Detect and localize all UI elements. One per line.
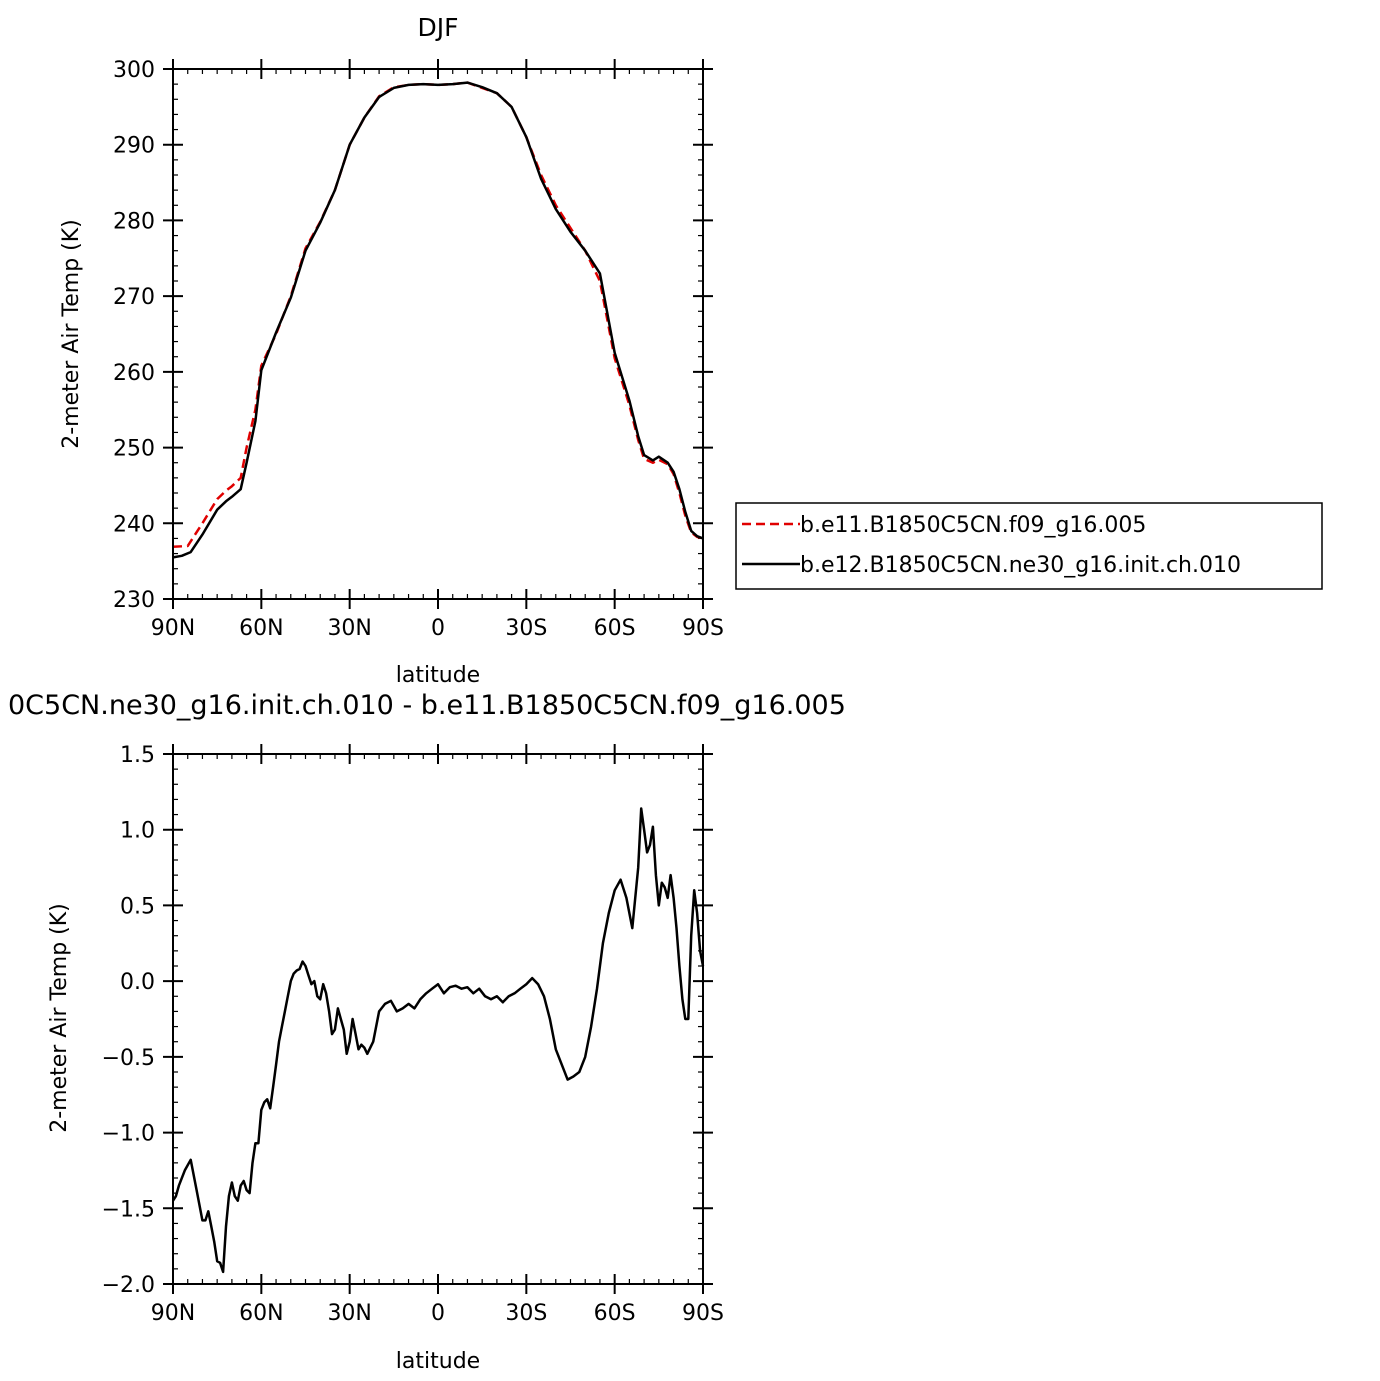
legend-label-series-1: b.e11.B1850C5CN.f09_g16.005 <box>800 513 1146 538</box>
top-x-tick-label: 30S <box>505 616 547 641</box>
bottom-x-axis-label: latitude <box>396 1349 480 1374</box>
bottom-title: 0C5CN.ne30_g16.init.ch.010 - b.e11.B1850… <box>8 690 846 721</box>
top-y-axis-label: 2-meter Air Temp (K) <box>59 219 84 449</box>
top-title: DJF <box>417 13 458 42</box>
bottom-x-tick-label: 0 <box>431 1301 445 1326</box>
top-y-tick-label: 260 <box>113 361 155 386</box>
top-x-tick-label: 60N <box>239 616 283 641</box>
bottom-y-ticks: −2.0 −1.5 −1.0 −0.5 0.0 0.5 1.0 1.5 <box>102 743 713 1298</box>
legend: b.e11.B1850C5CN.f09_g16.005 b.e12.B1850C… <box>735 502 1323 590</box>
bottom-x-tick-label: 90S <box>682 1301 724 1326</box>
top-y-tick-label: 290 <box>113 134 155 159</box>
bottom-plot-lines <box>171 807 705 1274</box>
top-y-tick-label: 280 <box>113 209 155 234</box>
bottom-y-tick-label: 1.5 <box>120 743 155 768</box>
bottom-panel: 0C5CN.ne30_g16.init.ch.010 - b.e11.B1850… <box>8 690 846 1374</box>
bottom-y-tick-label: −2.0 <box>102 1273 155 1298</box>
bottom-x-tick-label: 30N <box>327 1301 371 1326</box>
bottom-y-tick-label: −0.5 <box>102 1046 155 1071</box>
legend-label-series-2: b.e12.B1850C5CN.ne30_g16.init.ch.010 <box>800 553 1241 578</box>
top-plot-lines <box>172 81 704 559</box>
top-y-tick-label: 240 <box>113 512 155 537</box>
bottom-y-tick-label: 0.0 <box>120 970 155 995</box>
bottom-y-tick-label: 0.5 <box>120 894 155 919</box>
top-x-tick-label: 0 <box>431 616 445 641</box>
top-x-tick-label: 90N <box>151 616 195 641</box>
top-x-tick-label: 90S <box>682 616 724 641</box>
top-y-tick-label: 230 <box>113 588 155 613</box>
top-x-ticks: 90N 60N 30N 0 30S 60S 90S <box>151 59 724 641</box>
bottom-x-tick-label: 60S <box>594 1301 636 1326</box>
bottom-plot-frame <box>172 753 704 1285</box>
bottom-y-tick-label: −1.0 <box>102 1122 155 1147</box>
bottom-x-tick-label: 90N <box>151 1301 195 1326</box>
top-series-line-1 <box>172 81 704 549</box>
top-y-tick-label: 250 <box>113 437 155 462</box>
top-y-ticks: 230 240 250 260 270 280 290 300 <box>113 58 713 613</box>
top-series-line-2 <box>172 81 704 559</box>
top-x-tick-label: 30N <box>327 616 371 641</box>
bottom-x-ticks: 90N 60N 30N 0 30S 60S 90S <box>151 744 724 1326</box>
bottom-y-axis-label: 2-meter Air Temp (K) <box>47 903 72 1133</box>
top-panel: DJF 2-meter Air Temp (K) latitude 90N 60N… <box>59 13 724 688</box>
bottom-y-tick-label: −1.5 <box>102 1197 155 1222</box>
top-y-tick-label: 300 <box>113 58 155 83</box>
bottom-series-line-1 <box>171 807 705 1274</box>
bottom-x-tick-label: 60N <box>239 1301 283 1326</box>
top-y-tick-label: 270 <box>113 285 155 310</box>
top-x-axis-label: latitude <box>396 663 480 688</box>
top-x-tick-label: 60S <box>594 616 636 641</box>
bottom-y-tick-label: 1.0 <box>120 819 155 844</box>
legend-box <box>735 502 1323 590</box>
top-plot-frame <box>172 68 704 600</box>
bottom-x-tick-label: 30S <box>505 1301 547 1326</box>
